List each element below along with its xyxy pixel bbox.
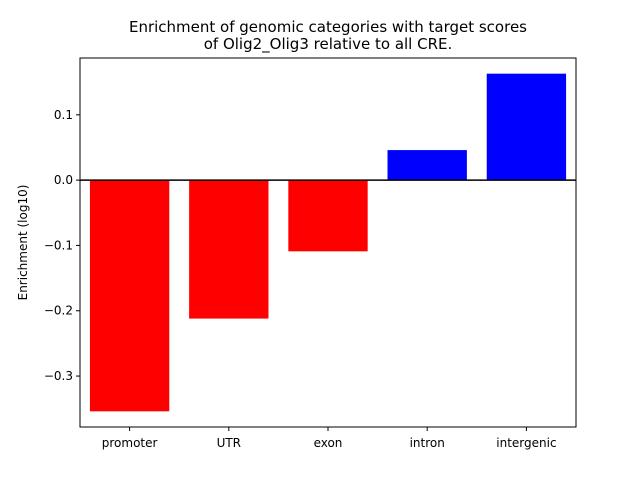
x-tick-label-intron: intron [410, 436, 445, 450]
x-tick-label-UTR: UTR [217, 436, 241, 450]
chart-title-line-1: Enrichment of genomic categories with ta… [129, 18, 527, 36]
bar-promoter [89, 180, 170, 412]
y-axis: −0.3 −0.2 −0.1 0.0 0.1 [44, 108, 80, 383]
y-tick-label: −0.1 [44, 238, 73, 252]
x-tick-label-promoter: promoter [102, 436, 158, 450]
y-tick-label: −0.2 [44, 304, 73, 318]
y-tick-label: −0.3 [44, 369, 73, 383]
bar-exon [288, 180, 368, 252]
bar-UTR [189, 180, 269, 319]
bar-intergenic [486, 73, 567, 181]
bars [89, 73, 567, 412]
x-axis: promoter UTR exon intron intergenic [102, 427, 557, 450]
chart-title: Enrichment of genomic categories with ta… [129, 18, 527, 54]
bar-intron [387, 150, 467, 181]
chart-title-line-2: of Olig2_Olig3 relative to all CRE. [204, 35, 453, 54]
x-tick-label-intergenic: intergenic [496, 436, 556, 450]
x-tick-label-exon: exon [314, 436, 343, 450]
y-tick-label: 0.1 [54, 108, 73, 122]
y-axis-label: Enrichment (log10) [16, 185, 30, 301]
y-tick-label: 0.0 [54, 173, 73, 187]
